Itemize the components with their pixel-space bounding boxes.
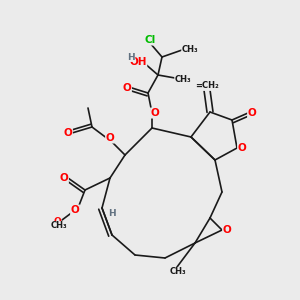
Text: O: O: [151, 108, 159, 118]
Text: O: O: [223, 225, 231, 235]
Text: CH₃: CH₃: [170, 268, 186, 277]
Text: CH₃: CH₃: [182, 46, 198, 55]
Text: OH: OH: [129, 57, 147, 67]
Text: O: O: [70, 205, 80, 215]
Text: =CH₂: =CH₂: [195, 82, 219, 91]
Text: O: O: [123, 83, 131, 93]
Text: CH₃: CH₃: [51, 221, 67, 230]
Text: O: O: [64, 128, 72, 138]
Text: O: O: [106, 133, 114, 143]
Text: O: O: [53, 218, 61, 226]
Text: O: O: [238, 143, 246, 153]
Text: CH₃: CH₃: [175, 76, 191, 85]
Text: H: H: [108, 208, 116, 217]
Text: O: O: [60, 173, 68, 183]
Text: H: H: [127, 52, 135, 62]
Text: O: O: [248, 108, 256, 118]
Text: Cl: Cl: [144, 35, 156, 45]
